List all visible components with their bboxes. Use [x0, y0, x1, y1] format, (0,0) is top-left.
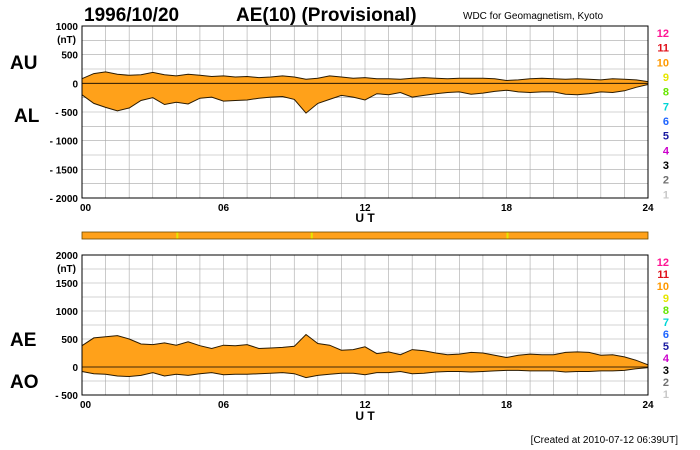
x-tick-label: 18	[501, 203, 513, 214]
source-label: WDC for Geomagnetism, Kyoto	[463, 11, 604, 22]
legend-count-7: 7	[663, 317, 669, 329]
x-tick-label: 12	[359, 203, 371, 214]
legend-count-8: 8	[663, 305, 669, 317]
x-tick-label: 24	[642, 203, 654, 214]
y-tick-label: 1500	[56, 279, 79, 290]
y-tick-label: 500	[61, 335, 78, 346]
legend-count-10: 10	[657, 57, 669, 69]
au-al-panel	[81, 25, 649, 199]
legend-count-2: 2	[663, 175, 669, 187]
legend-count-1: 1	[663, 389, 669, 401]
x-tick-label: 00	[80, 203, 92, 214]
station-count-marker	[506, 232, 509, 239]
x-tick-label: 06	[218, 203, 230, 214]
legend-count-9: 9	[663, 72, 669, 84]
legend-count-3: 3	[663, 365, 669, 377]
legend-count-1: 1	[663, 189, 669, 201]
series-fill	[82, 71, 648, 114]
x-axis-title: U T	[355, 211, 375, 225]
legend-count-6: 6	[663, 329, 669, 341]
x-tick-label: 24	[642, 400, 654, 411]
series-line-ae	[81, 333, 649, 366]
y-tick-label: - 2000	[50, 194, 79, 205]
y-tick-label: 1000	[56, 22, 79, 33]
y-tick-label: - 500	[55, 391, 78, 402]
legend-count-9: 9	[663, 293, 669, 305]
station-count-marker	[176, 232, 179, 239]
index-title: AE(10) (Provisional)	[236, 5, 417, 26]
legend-count-2: 2	[663, 377, 669, 389]
series-line-au	[81, 71, 649, 83]
series-line-ao	[81, 367, 649, 379]
date-title: 1996/10/20	[84, 5, 180, 26]
al-label: AL	[14, 106, 40, 127]
legend-count-10: 10	[657, 281, 669, 293]
legend-count-12: 12	[657, 28, 669, 40]
legend-count-6: 6	[663, 116, 669, 128]
plot-frame	[81, 254, 649, 396]
x-tick-label: 00	[80, 400, 92, 411]
ae-ao-panel	[81, 254, 649, 396]
x-tick-label: 18	[501, 400, 513, 411]
legend-count-5: 5	[663, 131, 669, 143]
au-label: AU	[10, 53, 38, 74]
legend-count-4: 4	[663, 353, 670, 365]
legend-count-3: 3	[663, 160, 669, 172]
y-tick-label: 0	[72, 79, 78, 90]
created-timestamp: [Created at 2010-07-12 06:39UT]	[530, 435, 678, 446]
series-line-al	[81, 84, 649, 114]
x-axis-title: U T	[355, 409, 375, 423]
legend-count-11: 11	[657, 43, 669, 55]
plot-frame	[81, 25, 649, 199]
legend-count-12: 12	[657, 257, 669, 269]
ae-label: AE	[10, 330, 37, 351]
y-tick-label: 0	[72, 363, 78, 374]
y-tick-label: - 1000	[50, 137, 79, 148]
ao-label: AO	[10, 372, 39, 393]
y-tick-label: - 1500	[50, 165, 79, 176]
y-tick-label: - 500	[55, 108, 78, 119]
x-tick-label: 06	[218, 400, 230, 411]
x-tick-label: 12	[359, 400, 371, 411]
y-axis-unit: (nT)	[57, 35, 76, 46]
legend-count-4: 4	[663, 145, 670, 157]
legend-count-11: 11	[657, 269, 669, 281]
legend-count-5: 5	[663, 341, 669, 353]
y-axis-unit: (nT)	[57, 264, 76, 275]
legend-count-7: 7	[663, 101, 669, 113]
y-tick-label: 1000	[56, 307, 79, 318]
station-count-marker	[310, 232, 313, 239]
station-count-bar	[81, 231, 649, 240]
legend-count-8: 8	[663, 87, 669, 99]
y-tick-label: 2000	[56, 251, 79, 262]
y-tick-label: 500	[61, 51, 78, 62]
